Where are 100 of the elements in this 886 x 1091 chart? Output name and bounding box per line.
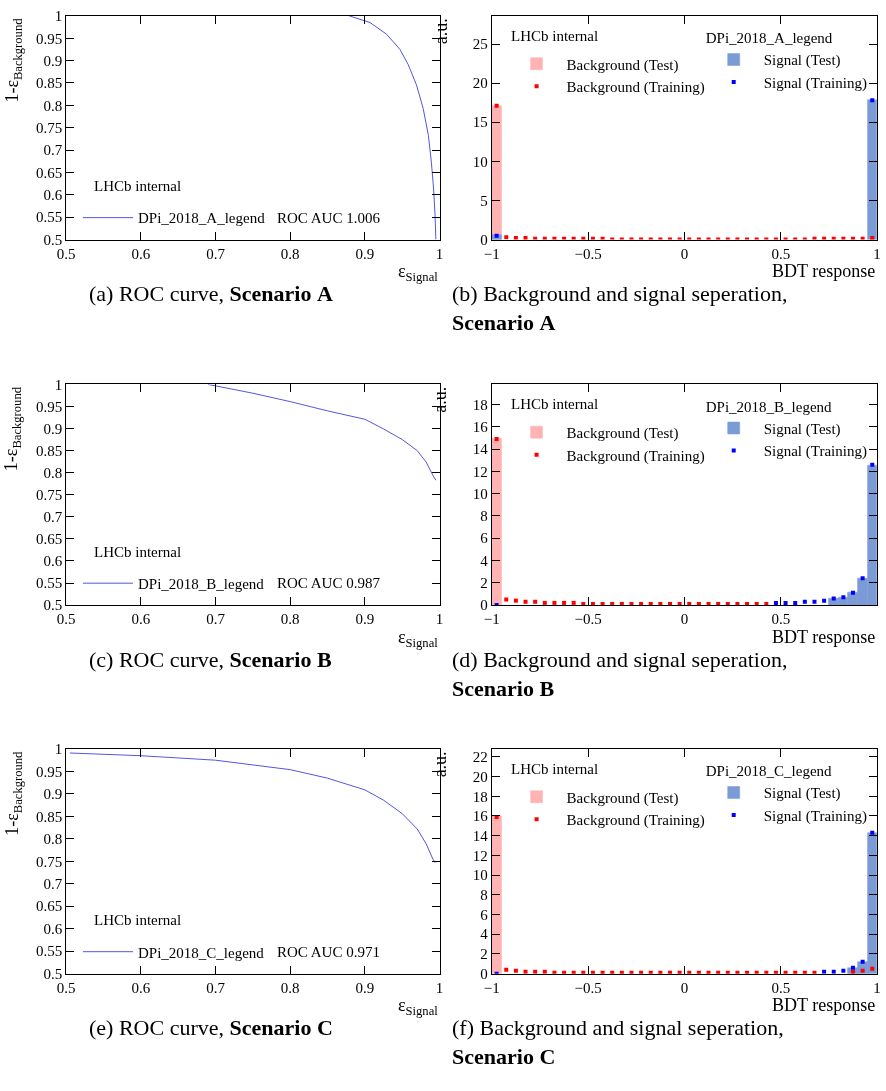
x-tick-label: 0.8 (280, 245, 300, 262)
text: (c) ROC curve, Scenario B (89, 647, 332, 672)
legend-label: Signal (Test) (763, 785, 841, 803)
y-tick-label: 0.85 (35, 75, 63, 92)
y-tick-label: 0.9 (43, 420, 63, 437)
x-tick-label: 0.5 (771, 611, 791, 628)
y-tick-label: 18 (472, 788, 488, 805)
y-tick-label: 1 (54, 741, 63, 758)
y-tick-label: 12 (472, 463, 488, 480)
y-tick-label: 0.5 (43, 597, 63, 614)
y-tick-label: 0.8 (43, 97, 63, 114)
y-tick-label: 0.65 (35, 898, 63, 915)
annotation: LHCb internal (511, 761, 599, 777)
x-tick-label: 0.7 (206, 245, 226, 262)
legend-label: DPi_2018_A_legend (137, 210, 266, 227)
y-tick-label: 0.9 (43, 52, 63, 69)
legend-label: Signal (Training) (763, 443, 867, 461)
legend-label: DPi_2018_C_legend (137, 944, 265, 961)
y-tick-label: 0.75 (35, 853, 63, 870)
y-tick-label: 1 (54, 8, 63, 25)
x-axis-title: ε$_{Signal}$ (398, 995, 439, 1018)
y-tick-label: 0.5 (43, 231, 63, 248)
x-tick-label: 0.9 (355, 979, 375, 996)
y-tick-label: 6 (480, 530, 489, 547)
annotation: LHCb internal (511, 28, 599, 44)
y-tick-label: 0.95 (35, 30, 63, 47)
legend-label: Background (Training) (566, 812, 705, 830)
y-tick-label: 0.55 (35, 943, 63, 960)
legend-label: Signal (Test) (763, 420, 841, 438)
y-tick-label: 10 (472, 485, 488, 502)
legend-label: Signal (Training) (763, 74, 867, 92)
y-tick-label: 5 (480, 192, 488, 209)
legend-title: DPi_2018_C_legend (705, 763, 833, 780)
x-tick-label: 1 (435, 611, 444, 628)
annotation: ROC AUC 0.987 (277, 575, 381, 591)
y-tick-label: 0.85 (35, 808, 63, 825)
y-tick-label: 20 (472, 768, 488, 785)
legend-title: DPi_2018_A_legend (705, 30, 833, 47)
x-tick-label: 0.7 (206, 611, 226, 628)
y-tick-label: 8 (480, 508, 488, 525)
y-tick-label: 0.55 (35, 575, 63, 592)
x-tick-label: 0.6 (131, 611, 151, 628)
y-tick-label: 1 (54, 376, 63, 393)
y-tick-label: 16 (472, 419, 489, 436)
y-tick-label: 0.6 (43, 920, 63, 937)
annotation: LHCb internal (511, 396, 599, 412)
legend-label: Background (Training) (566, 79, 705, 97)
x-tick-label: 0.9 (355, 245, 375, 262)
y-tick-label: 0.5 (43, 965, 63, 982)
x-tick-label: 0 (680, 245, 689, 262)
x-tick-label: 0.8 (280, 979, 300, 996)
legend-label: Background (Test) (566, 789, 679, 807)
x-axis-title: ε$_{Signal}$ (398, 261, 439, 284)
x-tick-label: 0.7 (206, 979, 226, 996)
y-tick-label: 4 (480, 552, 489, 569)
x-tick-label: −0.5 (574, 979, 602, 996)
x-tick-label: −0.5 (574, 245, 602, 262)
y-tick-label: 0.7 (43, 876, 63, 893)
y-tick-label: 0.8 (43, 831, 63, 848)
y-tick-label: 0.9 (43, 786, 63, 803)
x-tick-label: 1 (873, 979, 881, 996)
y-tick-label: 0.6 (43, 553, 63, 570)
text: (d) Background and signal seperation, Scenario B (452, 647, 788, 701)
x-tick-label: −1 (483, 245, 500, 262)
annotation: ROC AUC 1.006 (277, 210, 381, 226)
y-tick-label: 22 (472, 749, 488, 766)
legend-label: Signal (Training) (763, 807, 867, 825)
y-tick-label: 0.6 (43, 187, 63, 204)
y-tick-label: 10 (472, 153, 488, 170)
text: (e) ROC curve, Scenario C (89, 1015, 333, 1040)
x-axis-title: ε$_{Signal}$ (398, 627, 439, 650)
y-tick-label: 16 (472, 808, 489, 825)
legend-label: Signal (Test) (763, 52, 841, 70)
y-tick-label: 0 (480, 597, 488, 614)
y-tick-label: 0.8 (43, 464, 63, 481)
x-tick-label: 1 (435, 979, 444, 996)
legend-label: Background (Test) (566, 56, 679, 74)
y-tick-label: 0.95 (35, 763, 63, 780)
x-tick-label: 0.5 (771, 979, 791, 996)
x-tick-label: 1 (873, 245, 881, 262)
y-tick-label: 4 (480, 926, 489, 943)
y-tick-label: 0 (480, 231, 488, 248)
y-tick-label: 0.7 (43, 509, 63, 526)
annotation: LHCb internal (94, 544, 182, 560)
y-tick-label: 0.7 (43, 142, 63, 159)
y-tick-label: 0.85 (35, 442, 63, 459)
y-tick-label: 14 (472, 441, 489, 458)
x-axis-title: BDT response (772, 261, 876, 281)
y-tick-label: 2 (480, 946, 488, 963)
x-axis-title: BDT response (772, 627, 876, 647)
annotation: ROC AUC 0.971 (277, 944, 380, 960)
x-tick-label: 0.9 (355, 611, 375, 628)
x-tick-label: 0.8 (280, 611, 300, 628)
y-tick-label: 14 (472, 827, 489, 844)
x-tick-label: 0.6 (131, 245, 151, 262)
y-tick-label: 20 (472, 75, 488, 92)
y-tick-label: 0.75 (35, 487, 63, 504)
y-tick-label: 12 (472, 847, 488, 864)
y-tick-label: 0.75 (35, 119, 63, 136)
y-tick-label: 2 (480, 575, 488, 592)
